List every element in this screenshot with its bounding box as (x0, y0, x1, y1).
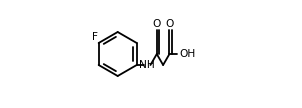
Text: O: O (165, 19, 174, 29)
Text: O: O (153, 19, 161, 29)
Text: F: F (92, 32, 98, 42)
Text: OH: OH (179, 49, 196, 59)
Text: NH: NH (139, 60, 155, 70)
